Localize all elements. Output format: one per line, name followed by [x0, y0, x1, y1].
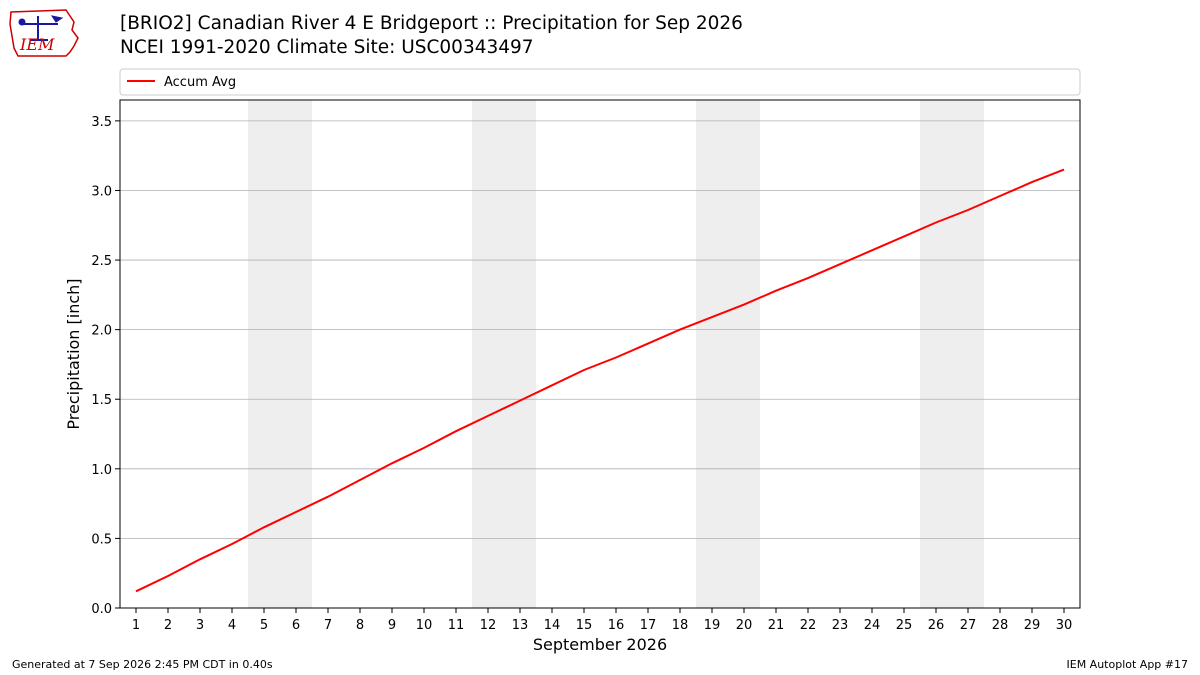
iowa-outline-icon [9, 9, 79, 57]
x-tick-label: 25 [896, 618, 913, 633]
x-tick-label: 5 [260, 618, 268, 633]
weekend-band-2 [472, 100, 536, 608]
x-tick-label: 18 [672, 618, 689, 633]
x-tick-label: 15 [576, 618, 593, 633]
x-tick-label: 26 [928, 618, 945, 633]
x-tick-label: 22 [800, 618, 817, 633]
accum-avg-line [135, 168, 1065, 593]
x-tick-label: 14 [544, 618, 561, 633]
y-axis-label: Precipitation [inch] [64, 278, 83, 429]
x-tick-label: 29 [1024, 618, 1041, 633]
y-tick-label: 1.5 [91, 393, 112, 408]
y-tick-label: 3.5 [91, 115, 112, 130]
iem-logo: IEM [9, 9, 79, 57]
x-tick-label: 17 [640, 618, 657, 633]
x-tick-label: 19 [704, 618, 721, 633]
legend: Accum Avg [119, 68, 1081, 96]
x-tick-label: 30 [1056, 618, 1073, 633]
x-tick-label: 4 [228, 618, 236, 633]
x-tick-label: 13 [512, 618, 529, 633]
x-tick-label: 28 [992, 618, 1009, 633]
weekend-band-4 [920, 100, 984, 608]
legend-label-accum-avg: Accum Avg [164, 75, 236, 90]
y-tick-label: 0.0 [91, 602, 112, 617]
x-tick-label: 3 [196, 618, 204, 633]
x-tick-label: 12 [480, 618, 497, 633]
x-tick-label: 7 [324, 618, 332, 633]
x-tick-label: 11 [448, 618, 465, 633]
x-tick-label: 8 [356, 618, 364, 633]
chart-title: [BRIO2] Canadian River 4 E Bridgeport ::… [120, 13, 743, 34]
x-tick-label: 10 [416, 618, 433, 633]
plot-frame [119, 99, 1081, 609]
weekend-bands [248, 100, 984, 608]
x-tick-label: 6 [292, 618, 300, 633]
weekend-band-3 [696, 100, 760, 608]
y-tick-label: 1.0 [91, 463, 112, 478]
y-tick-label: 2.0 [91, 324, 112, 339]
y-tick-label: 2.5 [91, 254, 112, 269]
generated-timestamp: Generated at 7 Sep 2026 2:45 PM CDT in 0… [12, 658, 273, 671]
x-tick-label: 2 [164, 618, 172, 633]
x-tick-label: 1 [132, 618, 140, 633]
x-tick-label: 27 [960, 618, 977, 633]
app-id: IEM Autoplot App #17 [1066, 658, 1189, 671]
x-tick-label: 16 [608, 618, 625, 633]
x-tick-label: 9 [388, 618, 396, 633]
y-axis-ticks: 0.0 0.5 1.0 1.5 2.0 2.5 3.0 3.5 [91, 115, 120, 617]
x-tick-label: 21 [768, 618, 785, 633]
weather-station-icon [18, 15, 64, 41]
x-axis-label: September 2026 [533, 635, 667, 654]
weekend-band-1 [248, 100, 312, 608]
y-tick-label: 0.5 [91, 532, 112, 547]
x-tick-label: 24 [864, 618, 881, 633]
chart-subtitle: NCEI 1991-2020 Climate Site: USC00343497 [120, 37, 534, 58]
x-axis-ticks: 1 2 3 4 5 6 7 8 9 10 11 12 13 14 15 16 17 18 19 20 21 22 23 24 2… [132, 608, 1072, 633]
logo-text: IEM [19, 35, 55, 54]
x-tick-label: 20 [736, 618, 753, 633]
y-tick-label: 3.0 [91, 184, 112, 199]
x-tick-label: 23 [832, 618, 849, 633]
legend-box [119, 68, 1081, 96]
